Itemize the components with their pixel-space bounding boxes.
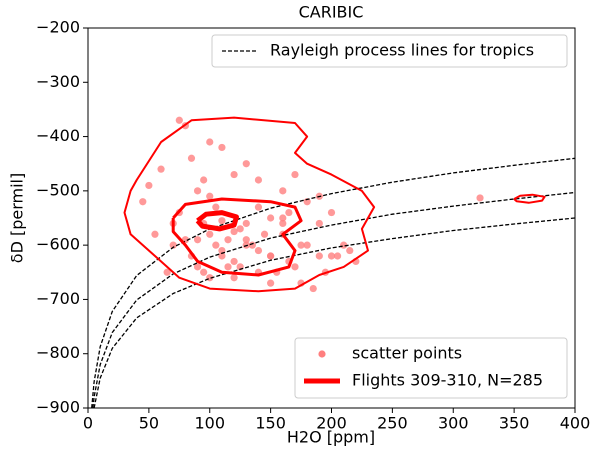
scatter-point bbox=[285, 208, 293, 217]
x-tick-label: 200 bbox=[316, 414, 347, 433]
scatter-point bbox=[346, 246, 354, 255]
scatter-point bbox=[169, 241, 177, 249]
y-tick-label: −900 bbox=[36, 398, 80, 417]
scatter-point bbox=[236, 225, 244, 233]
x-tick-label: 250 bbox=[377, 414, 408, 433]
scatter-point bbox=[230, 257, 238, 266]
scatter-point bbox=[230, 227, 238, 236]
scatter-point bbox=[145, 181, 153, 190]
legend-label: Rayleigh process lines for tropics bbox=[270, 41, 534, 60]
legend-box bbox=[211, 34, 568, 68]
scatter-point bbox=[327, 252, 336, 260]
scatter-point bbox=[303, 241, 311, 249]
x-tick-label: 350 bbox=[499, 414, 530, 433]
y-tick-label: −800 bbox=[36, 343, 80, 362]
scatter-point bbox=[279, 219, 287, 228]
x-tick-label: 300 bbox=[438, 414, 469, 433]
legend-box bbox=[294, 337, 568, 399]
y-tick-label: −300 bbox=[36, 72, 80, 91]
scatter-point bbox=[206, 192, 214, 200]
chart-title: CARIBIC bbox=[299, 3, 364, 22]
legend-label: scatter points bbox=[352, 344, 462, 363]
rayleigh-line bbox=[93, 217, 575, 408]
scatter-point bbox=[151, 230, 159, 238]
scatter-point bbox=[309, 284, 317, 293]
scatter-point bbox=[193, 263, 202, 271]
scatter-point bbox=[303, 198, 311, 206]
scatter-point bbox=[200, 268, 208, 276]
x-tick-label: 100 bbox=[194, 414, 225, 433]
scatter-point bbox=[315, 252, 323, 260]
x-axis-label: H2O [ppm] bbox=[287, 428, 375, 447]
x-tick-label: 400 bbox=[560, 414, 591, 433]
scatter-point bbox=[212, 241, 220, 249]
scatter-point bbox=[218, 217, 226, 225]
scatter-point bbox=[218, 143, 226, 152]
scatter-point bbox=[242, 236, 250, 244]
scatter-point bbox=[333, 252, 342, 260]
legend-label: Flights 309-310, N=285 bbox=[352, 371, 543, 390]
y-tick-label: −700 bbox=[36, 289, 80, 308]
scatter-point bbox=[218, 252, 226, 260]
scatter-point bbox=[279, 187, 287, 195]
scatter-point bbox=[157, 165, 165, 173]
scatter-point bbox=[206, 230, 214, 238]
scatter-point bbox=[279, 214, 287, 222]
scatter-point bbox=[476, 194, 484, 202]
plot-area bbox=[91, 116, 575, 408]
x-tick-label: 0 bbox=[83, 414, 93, 433]
rayleigh-line bbox=[92, 191, 575, 408]
scatter-point bbox=[187, 154, 196, 162]
y-tick-label: −400 bbox=[36, 126, 80, 145]
legend: scatter points Flights 309-310, N=285 bbox=[294, 337, 568, 399]
scatter-point bbox=[267, 214, 275, 222]
scatter-point bbox=[224, 236, 232, 244]
scatter-point bbox=[327, 208, 336, 217]
scatter-point bbox=[267, 279, 275, 287]
scatter-point bbox=[242, 160, 250, 168]
scatter-point bbox=[163, 268, 171, 276]
scatter-point bbox=[254, 176, 263, 184]
scatter-point bbox=[291, 263, 299, 271]
scatter-point bbox=[315, 219, 323, 228]
scatter-point bbox=[254, 246, 263, 255]
scatter-point bbox=[139, 198, 147, 206]
y-tick-label: −500 bbox=[36, 180, 80, 199]
contour-line bbox=[171, 197, 303, 277]
x-tick-label: 50 bbox=[139, 414, 159, 433]
scatter-point bbox=[224, 263, 232, 271]
scatter-point bbox=[230, 274, 238, 282]
y-tick-label: −600 bbox=[36, 235, 80, 254]
scatter-point bbox=[291, 170, 299, 179]
y-axis-label: δD [permil] bbox=[8, 173, 27, 263]
scatter-point bbox=[267, 252, 275, 260]
scatter-point bbox=[248, 241, 256, 249]
contour-line bbox=[123, 116, 546, 293]
y-tick-label: −200 bbox=[36, 18, 80, 37]
x-tick-label: 150 bbox=[255, 414, 286, 433]
legend-marker bbox=[318, 350, 326, 358]
contour-line bbox=[195, 210, 239, 232]
scatter-point bbox=[193, 187, 202, 195]
scatter-point bbox=[242, 219, 250, 228]
scatter-point bbox=[193, 236, 202, 244]
legend: Rayleigh process lines for tropics bbox=[211, 34, 568, 68]
scatter-point bbox=[254, 203, 263, 211]
scatter-point bbox=[175, 116, 183, 124]
scatter-point bbox=[260, 230, 269, 238]
scatter-point bbox=[206, 138, 214, 146]
scatter-point bbox=[212, 203, 220, 211]
scatter-point bbox=[230, 170, 238, 179]
scatter-point bbox=[297, 241, 305, 249]
scatter-point bbox=[200, 176, 208, 184]
